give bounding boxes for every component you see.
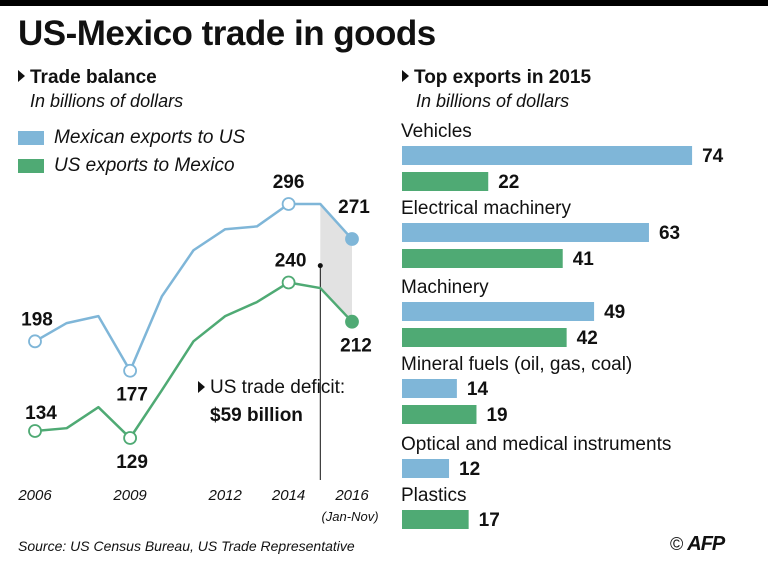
legend-item-mexico: Mexican exports to US	[18, 127, 245, 149]
legend-label-mexico: Mexican exports to US	[54, 127, 246, 148]
bar-value-label-mexico: 63	[659, 223, 680, 244]
point-marker-us-2014	[281, 275, 296, 290]
point-label-mexico-2006: 198	[21, 309, 53, 330]
category-label: Mineral fuels (oil, gas, coal)	[401, 354, 632, 375]
category-label: Optical and medical instruments	[401, 434, 671, 455]
top-rule	[0, 0, 768, 6]
point-label-mexico-2014: 296	[273, 172, 305, 193]
bar-value-label-us: 22	[498, 172, 519, 193]
point-marker-mexico-2009	[123, 363, 138, 378]
category-group: Machinery 49 42	[401, 277, 625, 349]
series-line-mexico	[34, 202, 353, 372]
point-label-mexico-2009: 177	[116, 385, 148, 406]
trade-balance-chart: 198 177 296 271 134 129 240 212 2006 2009 2012 2014…	[17, 172, 378, 524]
bar-us	[402, 328, 567, 347]
top-exports-chart: Vehicles 74 22 Electrical machinery 63 41 Mach…	[401, 121, 724, 531]
deficit-shading	[320, 204, 352, 322]
point-label-us-2006: 134	[25, 403, 57, 424]
point-label-us-2009: 129	[116, 452, 148, 473]
series-line-us	[34, 281, 353, 440]
deficit-annotation: US trade deficit: $59 billion	[198, 377, 345, 426]
category-group: Vehicles 74 22	[401, 121, 724, 193]
trade-balance-subtitle: In billions of dollars	[30, 91, 184, 111]
category-group: Plastics 17	[401, 485, 500, 531]
bar-mexico	[402, 459, 450, 478]
top-exports-subtitle: In billions of dollars	[416, 91, 570, 111]
category-label: Vehicles	[401, 121, 472, 142]
category-label: Plastics	[401, 485, 466, 506]
copyright-icon: ©	[670, 534, 684, 554]
point-marker-us-2016	[345, 314, 359, 329]
point-marker-mexico-2014	[281, 197, 296, 211]
deficit-value: $59 billion	[210, 405, 303, 426]
x-tick-label-2016: 2016	[334, 487, 369, 504]
point-marker-us-2006	[28, 424, 42, 438]
category-label: Machinery	[401, 277, 489, 298]
bar-value-label-mexico: 14	[467, 379, 489, 400]
triangle-icon	[402, 70, 409, 82]
top-exports-title-text: Top exports in 2015	[414, 67, 592, 88]
bar-value-label-us: 42	[577, 328, 598, 349]
deficit-label: US trade deficit:	[210, 377, 345, 398]
triangle-icon	[18, 70, 25, 82]
trade-balance-title: Trade balance	[18, 67, 157, 89]
legend-swatch-mexico	[18, 131, 44, 145]
afp-logo: © AFP	[670, 533, 725, 556]
bar-mexico	[402, 146, 693, 165]
category-group: Electrical machinery 63 41	[401, 198, 680, 270]
page-title: US-Mexico trade in goods	[18, 14, 436, 53]
point-label-mexico-2016: 271	[338, 197, 370, 218]
triangle-icon	[198, 381, 205, 393]
x-tick-label-2006: 2006	[17, 487, 52, 504]
x-tick-label-2012: 2012	[208, 487, 243, 504]
bar-us	[402, 510, 469, 529]
jan-nov-note: (Jan-Nov)	[321, 509, 378, 524]
legend-swatch-us	[18, 159, 44, 173]
bar-us	[402, 172, 489, 191]
x-tick-label-2014: 2014	[271, 487, 305, 504]
bar-value-label-us: 19	[486, 405, 507, 426]
category-label: Electrical machinery	[401, 198, 571, 219]
bar-value-label-us: 41	[573, 249, 595, 270]
point-marker-mexico-2016	[345, 232, 359, 246]
category-group: Optical and medical instruments 12	[401, 434, 671, 480]
bar-mexico	[402, 223, 649, 242]
legend-label-us: US exports to Mexico	[54, 155, 235, 176]
bar-value-label-us: 17	[479, 510, 500, 531]
afp-logo-text: AFP	[687, 533, 725, 555]
category-group: Mineral fuels (oil, gas, coal) 14 19	[401, 354, 632, 426]
point-marker-us-2009	[123, 431, 138, 445]
legend-item-us: US exports to Mexico	[18, 155, 235, 177]
bar-us	[402, 249, 563, 268]
point-label-us-2014: 240	[275, 250, 307, 271]
trade-balance-title-text: Trade balance	[30, 67, 157, 88]
x-tick-label-2009: 2009	[112, 487, 147, 504]
point-label-us-2016: 212	[340, 336, 372, 357]
source-note: Source: US Census Bureau, US Trade Repre…	[18, 538, 355, 554]
bar-mexico	[402, 302, 595, 321]
point-marker-mexico-2006	[28, 334, 42, 349]
top-exports-title: Top exports in 2015	[402, 67, 591, 89]
bar-mexico	[402, 379, 457, 398]
bar-value-label-mexico: 74	[702, 146, 724, 167]
bar-value-label-mexico: 12	[459, 459, 480, 480]
bar-us	[402, 405, 477, 424]
bar-value-label-mexico: 49	[604, 302, 625, 323]
